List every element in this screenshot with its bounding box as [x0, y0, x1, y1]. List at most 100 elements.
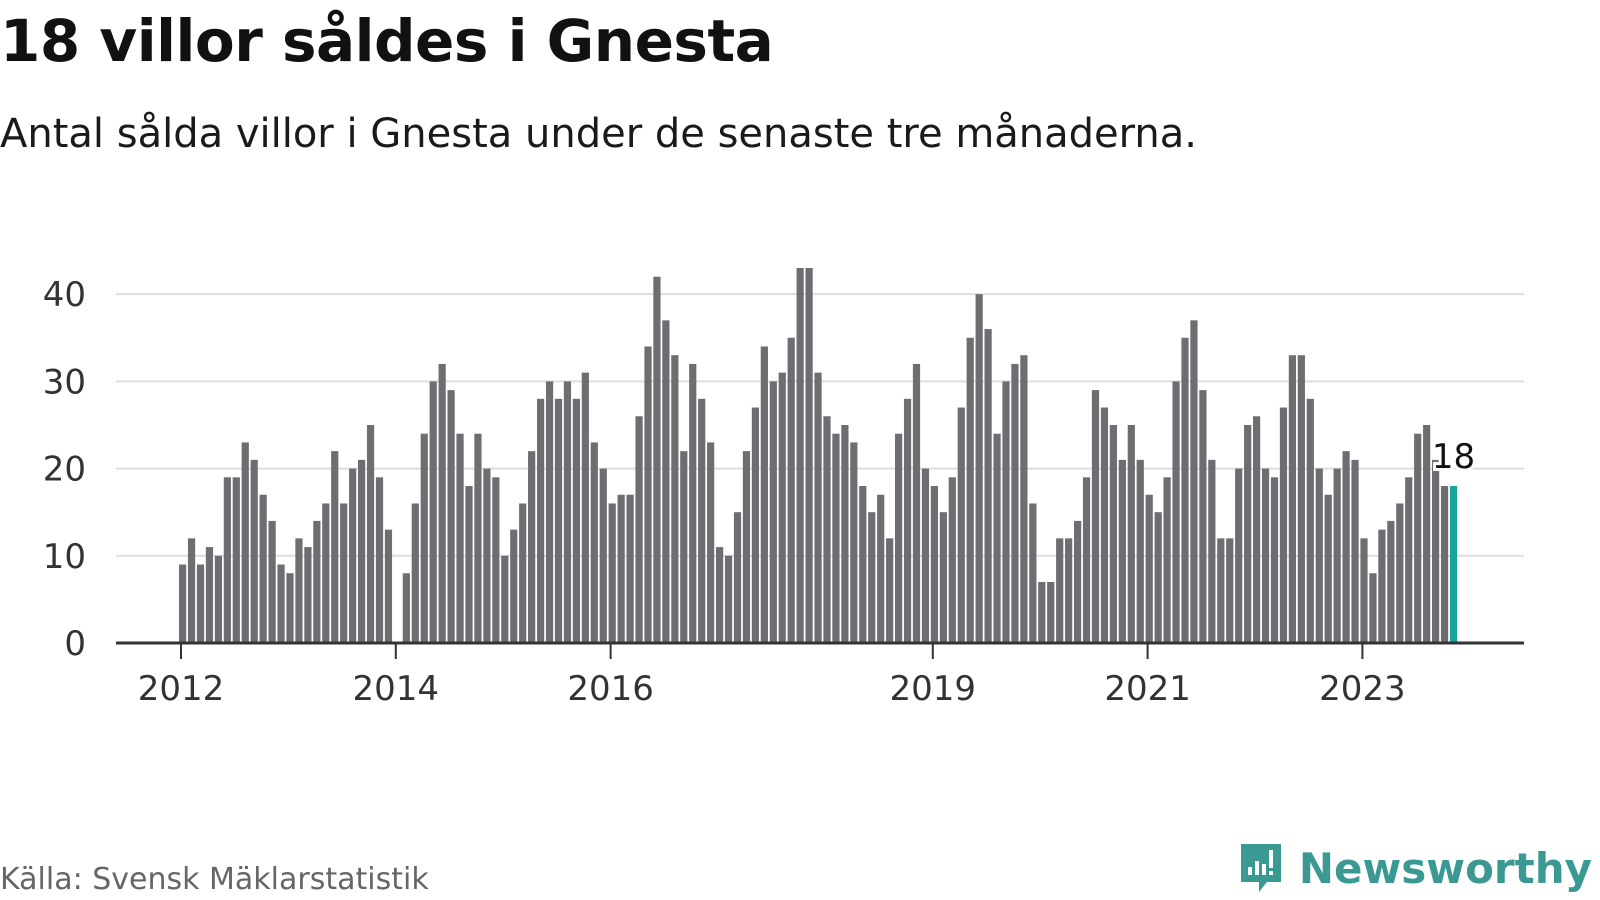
x-tick-label: 2012 — [138, 669, 225, 709]
bar — [1065, 538, 1073, 643]
bar — [975, 294, 983, 643]
bar — [563, 381, 572, 643]
bar — [1279, 407, 1288, 643]
bar — [724, 555, 733, 643]
x-tick-label: 2014 — [353, 669, 440, 709]
x-tick-label: 2023 — [1319, 669, 1406, 709]
bar — [1306, 398, 1314, 643]
bar — [635, 416, 643, 643]
bar — [1324, 494, 1332, 643]
bar — [742, 451, 751, 643]
bar — [259, 494, 267, 643]
bar — [322, 503, 330, 643]
bar — [626, 494, 634, 643]
bar — [331, 451, 339, 643]
bar — [313, 520, 321, 643]
bar — [1315, 468, 1323, 643]
brand-logo: Newsworthy — [1237, 840, 1592, 896]
bar — [205, 547, 214, 643]
bar — [384, 529, 393, 643]
bar — [751, 407, 759, 643]
bar — [501, 555, 509, 643]
bar — [796, 268, 804, 643]
bar — [465, 486, 473, 643]
bar — [528, 451, 536, 643]
bar — [1270, 477, 1279, 643]
x-tick-label: 2019 — [890, 669, 977, 709]
bar — [877, 494, 885, 643]
bar — [1235, 468, 1243, 643]
bar — [1387, 520, 1395, 643]
bar — [1145, 494, 1153, 643]
chart-title: 18 villor såldes i Gnesta — [0, 7, 774, 75]
bar — [572, 398, 580, 643]
bar — [716, 547, 724, 643]
bar — [1369, 573, 1377, 643]
bar — [358, 459, 366, 643]
bar — [1109, 424, 1117, 643]
bar — [707, 442, 715, 643]
bar — [814, 372, 822, 643]
bar — [868, 512, 876, 643]
bar — [993, 433, 1001, 643]
bar — [232, 477, 240, 643]
source-note: Källa: Svensk Mäklarstatistik — [0, 862, 429, 897]
bar — [1056, 538, 1064, 643]
bar — [1199, 390, 1207, 643]
bar — [1226, 538, 1234, 643]
bar — [1414, 433, 1422, 643]
bar — [1074, 520, 1082, 643]
bar — [402, 573, 410, 643]
bar — [1038, 581, 1046, 643]
bar — [1047, 581, 1055, 643]
bar — [805, 268, 813, 643]
bar — [1172, 381, 1180, 643]
y-tick-label: 40 — [43, 275, 86, 315]
bar — [1118, 459, 1126, 643]
bar — [1208, 459, 1216, 643]
bar — [1002, 381, 1010, 643]
highlight-bar — [1449, 486, 1458, 643]
bar — [179, 564, 187, 643]
bar — [689, 363, 697, 643]
bar — [187, 538, 196, 643]
bar — [438, 363, 446, 643]
bar — [984, 329, 992, 643]
bar — [895, 433, 903, 643]
bar — [930, 486, 938, 643]
bar — [787, 337, 795, 643]
bar — [733, 512, 742, 643]
bar — [966, 337, 974, 643]
bar — [948, 477, 956, 643]
bar — [698, 398, 706, 643]
bar — [939, 512, 947, 643]
bar — [250, 459, 258, 643]
y-tick-label: 0 — [64, 624, 86, 664]
bar — [1378, 529, 1386, 643]
bar — [1423, 424, 1431, 643]
labels: 0 10 20 30 40 2012 2014 2016 2019 2021 2023 18 — [43, 275, 1478, 709]
bar — [1163, 477, 1171, 643]
bar — [1154, 512, 1162, 643]
bar — [1127, 424, 1135, 643]
bar — [1029, 503, 1037, 643]
bar — [1333, 468, 1341, 643]
bar — [1360, 538, 1368, 643]
bar — [832, 433, 840, 643]
bar — [760, 346, 768, 643]
bar — [1100, 407, 1109, 643]
bar — [420, 433, 428, 643]
bar — [340, 503, 348, 643]
bar — [590, 442, 598, 643]
bar — [608, 503, 616, 643]
bar — [349, 468, 357, 643]
bar — [671, 355, 679, 643]
bar — [850, 442, 858, 643]
bar — [644, 346, 652, 643]
bar — [519, 503, 527, 643]
bar — [921, 468, 930, 643]
bar — [1297, 355, 1305, 643]
bar-chart: 0 10 20 30 40 2012 2014 2016 2019 2021 2023 18 — [43, 268, 1524, 709]
bar — [554, 398, 563, 643]
bar — [1261, 468, 1270, 643]
